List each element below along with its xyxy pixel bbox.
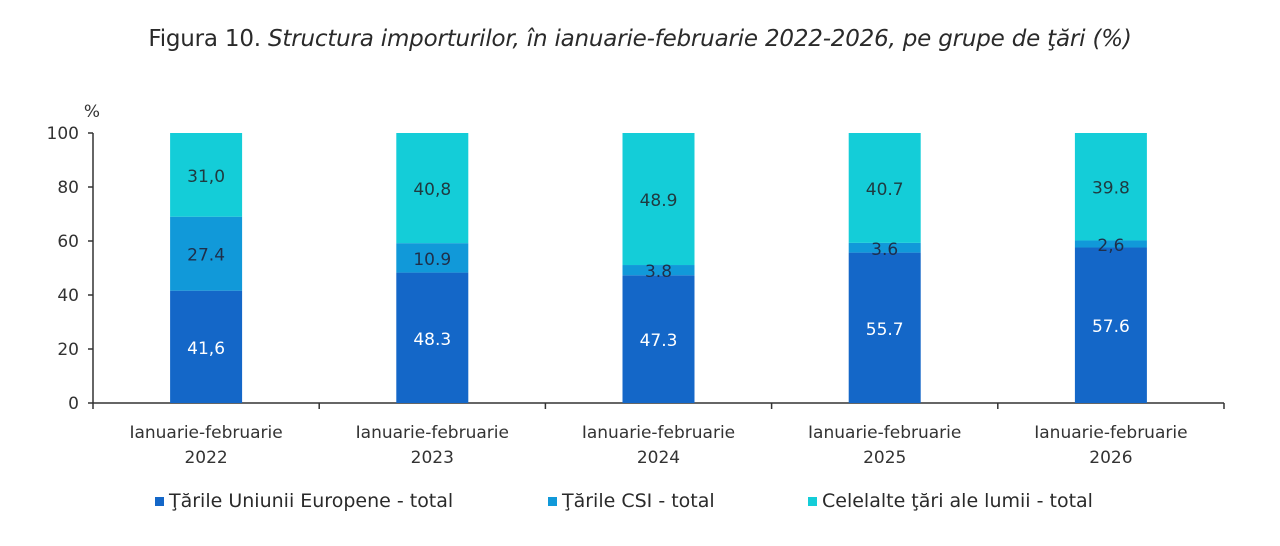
bar-segment — [622, 265, 695, 276]
x-tick-label: Ianuarie-februarie — [808, 423, 961, 443]
x-tick-label: 2023 — [411, 448, 454, 468]
x-tick-label: 2022 — [184, 448, 227, 468]
data-labels: 41,6 27.4 31,0 48.3 10.9 40,8 47.3 3.8 48.9 55.7 3… — [187, 167, 1130, 359]
data-label: 3.8 — [645, 262, 672, 282]
data-label: 39.8 — [1092, 179, 1130, 199]
bar-segment — [170, 290, 243, 403]
y-tick-label: 100 — [47, 124, 79, 144]
x-axis: Ianuarie-februarie 2022 Ianuarie-februarie… — [92, 402, 1225, 468]
x-tick-label: Ianuarie-februarie — [582, 423, 735, 443]
bar-segment — [622, 275, 695, 403]
legend-swatch — [548, 496, 557, 506]
legend-label: Celelalte ţări ale lumii - total — [822, 490, 1093, 512]
bar-segment — [170, 133, 243, 217]
x-tick-label: Ianuarie-februarie — [356, 423, 509, 443]
data-label: 55.7 — [866, 320, 904, 340]
data-label: 40,8 — [413, 180, 451, 200]
data-label: 47.3 — [640, 331, 678, 351]
legend-item: Celelalte ţări ale lumii - total — [808, 490, 1093, 512]
x-tick-label: 2024 — [637, 448, 680, 468]
chart-title-italic: Structura importurilor, în ianuarie-febr… — [268, 26, 1132, 52]
legend-swatch — [808, 496, 817, 506]
data-label: 48.9 — [640, 191, 678, 211]
bar-segment — [1074, 247, 1147, 403]
x-tick-label: Ianuarie-februarie — [1034, 423, 1187, 443]
x-tick-label: 2026 — [1089, 448, 1132, 468]
legend-swatch — [155, 496, 164, 506]
bar-segment — [1074, 240, 1147, 248]
bar-segment — [1074, 133, 1147, 241]
bar-segment — [396, 133, 469, 244]
bars — [170, 133, 1147, 403]
bar-segment — [170, 216, 243, 291]
data-label: 2,6 — [1097, 236, 1124, 256]
bar-segment — [848, 133, 921, 243]
y-tick-label: 0 — [68, 394, 79, 414]
y-tick-label: 40 — [57, 286, 79, 306]
bar-segment — [622, 133, 695, 266]
data-label: 10.9 — [413, 250, 451, 270]
y-tick-label: 60 — [57, 232, 79, 252]
data-label: 27.4 — [187, 246, 225, 266]
legend-label: Ţările CSI - total — [562, 490, 715, 512]
legend-item: Ţările Uniunii Europene - total — [155, 490, 453, 512]
legend: Ţările Uniunii Europene - total Ţările CS… — [0, 490, 1280, 516]
y-axis: 0 20 40 60 80 100 — [47, 124, 94, 414]
bar-segment — [848, 252, 921, 403]
legend-item: Ţările CSI - total — [548, 490, 715, 512]
x-tick-label: 2025 — [863, 448, 906, 468]
y-tick-label: 20 — [57, 340, 79, 360]
legend-label: Ţările Uniunii Europene - total — [169, 490, 454, 512]
data-label: 48.3 — [413, 330, 451, 350]
data-label: 57.6 — [1092, 317, 1130, 337]
y-axis-unit-label: % — [84, 102, 100, 122]
x-tick-label: Ianuarie-februarie — [129, 423, 282, 443]
bar-segment — [848, 242, 921, 253]
bar-segment — [396, 243, 469, 273]
data-label: 40.7 — [866, 180, 904, 200]
y-tick-label: 80 — [57, 178, 79, 198]
data-label: 3.6 — [871, 240, 898, 260]
data-label: 31,0 — [187, 167, 225, 187]
chart-title-prefix: Figura 10. — [148, 26, 261, 52]
bar-segment — [396, 272, 469, 403]
chart-title: Figura 10. Structura importurilor, în ia… — [0, 26, 1280, 52]
data-label: 41,6 — [187, 339, 225, 359]
